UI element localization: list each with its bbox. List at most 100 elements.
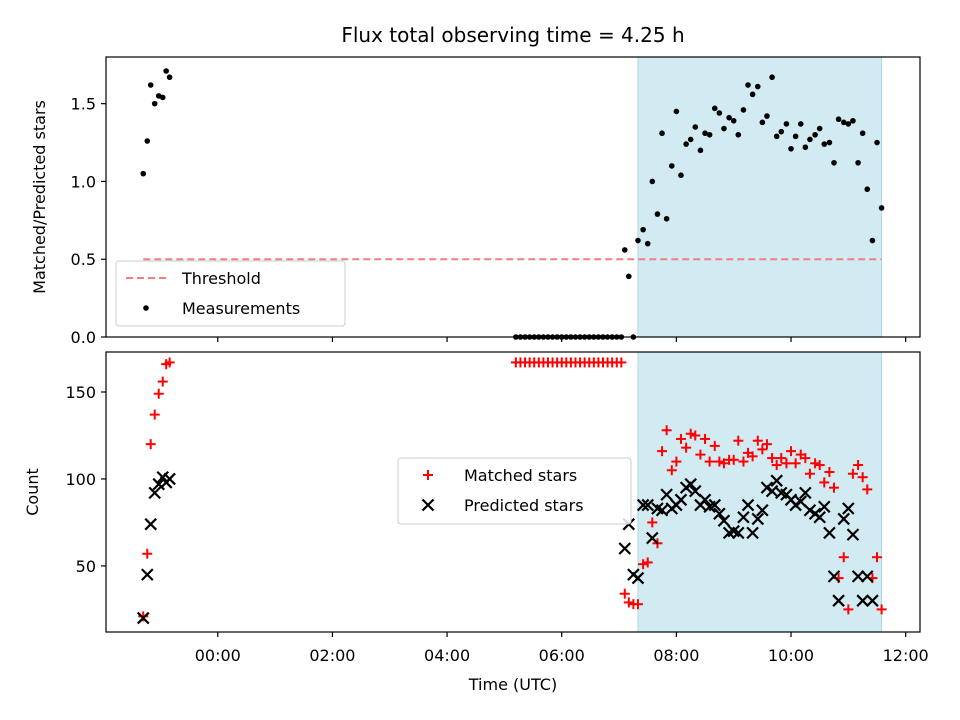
point-counts-0-5 xyxy=(157,376,168,387)
axes-frame-ratio xyxy=(105,56,921,338)
point-counts-1-0 xyxy=(136,611,150,625)
point-counts-1-49-stroke xyxy=(813,510,826,524)
point-counts-1-23-stroke xyxy=(689,484,702,498)
point-counts-1-4-stroke xyxy=(152,477,166,491)
point-counts-1-37-stroke xyxy=(756,503,769,517)
point-counts-0-81 xyxy=(853,460,864,471)
point-ratio-0-50 xyxy=(706,131,713,138)
point-counts-0-60 xyxy=(752,435,763,446)
point-counts-1-20-stroke xyxy=(674,493,688,507)
point-counts-1-53 xyxy=(832,594,845,607)
point-counts-1-13 xyxy=(641,498,654,512)
point-counts-0-46 xyxy=(685,428,696,439)
point-counts-1-3 xyxy=(148,486,162,500)
point-counts-0-0 xyxy=(138,611,149,622)
point-counts-1-31-stroke xyxy=(727,524,740,538)
point-counts-1-33-stroke xyxy=(737,510,750,524)
point-counts-0-74 xyxy=(819,477,830,488)
point-counts-1-22-stroke xyxy=(684,477,697,491)
legend-handle-counts-1-stroke xyxy=(421,498,435,512)
ytick-label-ratio-1: 0.5 xyxy=(71,250,96,269)
point-counts-0-71 xyxy=(804,468,815,479)
point-counts-1-40 xyxy=(770,474,783,487)
point-counts-1-60 xyxy=(866,594,879,607)
point-counts-1-33 xyxy=(737,510,750,524)
point-counts-0-61 xyxy=(757,444,768,455)
shaded-region-counts xyxy=(637,351,883,633)
xtick-label-1: 02:00 xyxy=(309,646,355,665)
point-ratio-0-48 xyxy=(697,147,704,154)
point-counts-0-75 xyxy=(824,467,835,477)
point-counts-0-32 xyxy=(619,588,630,599)
point-counts-0-80 xyxy=(847,468,858,479)
point-counts-0-86 xyxy=(876,604,887,615)
legend-label-counts-1: Predicted stars xyxy=(464,496,584,515)
point-counts-1-7-stroke xyxy=(163,472,176,486)
point-ratio-0-70 xyxy=(802,144,809,151)
legend-box-counts xyxy=(397,457,632,525)
point-counts-1-0-stroke xyxy=(136,611,150,625)
point-counts-1-50-stroke xyxy=(817,500,831,514)
point-counts-1-23 xyxy=(689,484,702,498)
point-counts-0-82 xyxy=(857,472,868,483)
point-counts-0-7 xyxy=(164,357,175,368)
point-counts-0-3 xyxy=(149,409,160,420)
ytick-label-counts-1: 100 xyxy=(65,470,96,489)
point-ratio-0-72 xyxy=(812,131,818,138)
point-counts-0-43 xyxy=(671,456,682,467)
point-ratio-0-66 xyxy=(783,121,790,127)
ytick-label-counts-0: 50 xyxy=(76,557,96,576)
point-counts-0-56 xyxy=(733,435,744,446)
point-counts-1-56-stroke xyxy=(846,528,860,541)
ytick-label-counts-2: 150 xyxy=(65,383,96,402)
point-ratio-0-78 xyxy=(840,119,847,126)
point-counts-1-12-stroke xyxy=(636,498,650,512)
point-counts-1-58 xyxy=(856,594,869,607)
point-counts-1-51 xyxy=(823,526,836,540)
legend-label-counts-0: Matched stars xyxy=(464,466,577,485)
point-counts-1-1 xyxy=(140,568,154,581)
point-ratio-0-40 xyxy=(659,130,665,137)
point-counts-1-52 xyxy=(827,570,841,583)
point-counts-1-34-stroke xyxy=(741,498,755,512)
point-counts-0-62 xyxy=(761,439,772,450)
point-counts-0-31 xyxy=(616,357,627,368)
point-counts-0-76 xyxy=(829,482,840,493)
point-ratio-0-47 xyxy=(692,124,699,130)
point-counts-1-56 xyxy=(846,528,860,541)
point-counts-1-28 xyxy=(713,507,726,521)
xtick-label-5: 10:00 xyxy=(768,646,814,665)
point-ratio-0-75 xyxy=(826,139,833,146)
point-ratio-0-81 xyxy=(855,159,861,166)
point-ratio-0-38 xyxy=(649,178,656,185)
point-ratio-0-69 xyxy=(797,121,804,127)
point-counts-1-8-stroke xyxy=(618,542,632,555)
point-ratio-0-32 xyxy=(621,247,628,253)
chart-title: Flux total observing time = 4.25 h xyxy=(341,23,684,47)
point-counts-0-85 xyxy=(872,552,883,563)
point-ratio-0-65 xyxy=(778,128,785,135)
point-ratio-0-73 xyxy=(816,125,823,132)
axes-frame-counts xyxy=(105,351,921,633)
point-counts-1-45-stroke xyxy=(794,495,808,508)
point-ratio-0-82 xyxy=(859,130,866,137)
point-ratio-0-74 xyxy=(821,141,828,147)
point-counts-0-73 xyxy=(814,460,825,471)
point-ratio-0-51 xyxy=(711,105,718,112)
point-counts-0-55 xyxy=(728,454,739,465)
point-counts-0-37 xyxy=(642,557,653,568)
point-counts-1-22 xyxy=(684,477,697,491)
point-counts-0-42 xyxy=(666,465,677,476)
point-counts-0-49 xyxy=(700,433,711,444)
point-ratio-0-71 xyxy=(807,136,813,143)
point-counts-1-16 xyxy=(655,503,669,517)
point-counts-1-17-stroke xyxy=(660,488,673,501)
point-counts-0-41 xyxy=(661,425,672,436)
point-counts-1-25 xyxy=(698,493,712,507)
point-counts-0-66 xyxy=(781,458,792,469)
point-ratio-0-85 xyxy=(874,139,880,146)
point-counts-0-33 xyxy=(623,597,634,608)
point-counts-1-11-stroke xyxy=(631,571,645,585)
point-ratio-0-41 xyxy=(663,215,670,222)
point-counts-0-51 xyxy=(709,440,720,451)
